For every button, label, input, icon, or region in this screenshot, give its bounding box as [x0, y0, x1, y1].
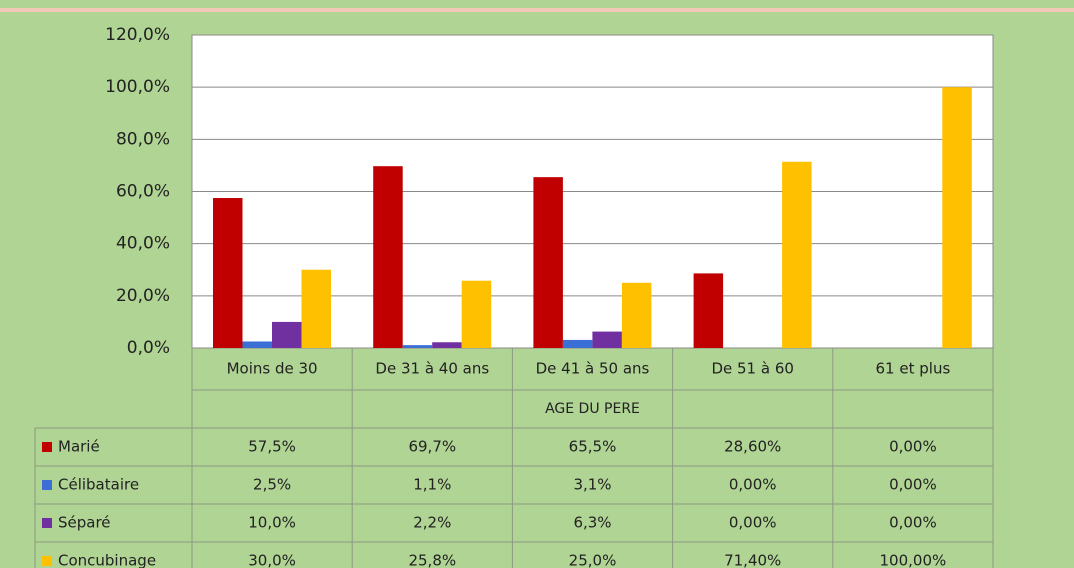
bar — [533, 177, 563, 348]
table-value: 0,00% — [889, 476, 937, 494]
y-tick-label: 0,0% — [127, 338, 170, 358]
legend-swatch — [42, 518, 52, 528]
x-axis-title: AGE DU PERE — [545, 401, 640, 417]
bar — [373, 166, 403, 348]
y-tick-label: 120,0% — [105, 25, 170, 45]
table-value: 71,40% — [724, 552, 781, 568]
x-tick-label: Moins de 30 — [227, 360, 318, 378]
bar — [272, 321, 302, 348]
table-value: 100,00% — [880, 552, 947, 568]
top-border — [0, 8, 1074, 12]
x-tick-label: De 31 à 40 ans — [375, 360, 489, 378]
bar — [693, 273, 724, 348]
table-value: 1,1% — [413, 476, 451, 494]
x-tick-label: De 51 à 60 — [711, 360, 793, 378]
table-value: 10,0% — [248, 514, 296, 532]
table-value: 2,5% — [253, 476, 291, 494]
table-value: 25,8% — [408, 552, 456, 568]
table-value: 0,00% — [729, 514, 777, 532]
legend-label: Marié — [58, 438, 100, 456]
y-tick-label: 100,0% — [105, 77, 170, 97]
bar — [301, 269, 331, 348]
bar — [242, 341, 272, 348]
y-tick-label: 80,0% — [116, 129, 170, 149]
table-value: 57,5% — [248, 438, 296, 456]
table-value: 0,00% — [889, 514, 937, 532]
bar — [562, 339, 593, 348]
table-value: 3,1% — [573, 476, 611, 494]
x-tick-label: De 41 à 50 ans — [536, 360, 650, 378]
table-value: 65,5% — [569, 438, 617, 456]
bar — [942, 87, 972, 349]
table-value: 25,0% — [569, 552, 617, 568]
y-tick-label: 40,0% — [116, 234, 170, 254]
legend-label: Concubinage — [58, 552, 156, 568]
bar — [782, 161, 812, 348]
table-value: 0,00% — [729, 476, 777, 494]
table-value: 69,7% — [408, 438, 456, 456]
bar — [621, 282, 652, 348]
legend-label: Célibataire — [58, 476, 139, 494]
bar — [432, 342, 462, 348]
y-tick-label: 20,0% — [116, 286, 170, 306]
legend-label: Séparé — [58, 514, 111, 532]
y-tick-label: 60,0% — [116, 182, 170, 202]
x-tick-label: 61 et plus — [876, 360, 951, 378]
bar — [213, 198, 243, 348]
bar — [461, 280, 492, 348]
bar — [402, 345, 433, 348]
table-value: 28,60% — [724, 438, 781, 456]
legend-swatch — [42, 442, 52, 452]
table-value: 6,3% — [573, 514, 611, 532]
table-value: 2,2% — [413, 514, 451, 532]
table-value: 0,00% — [889, 438, 937, 456]
legend-swatch — [42, 556, 52, 566]
table-value: 30,0% — [248, 552, 296, 568]
bar — [592, 331, 622, 348]
legend-swatch — [42, 480, 52, 490]
